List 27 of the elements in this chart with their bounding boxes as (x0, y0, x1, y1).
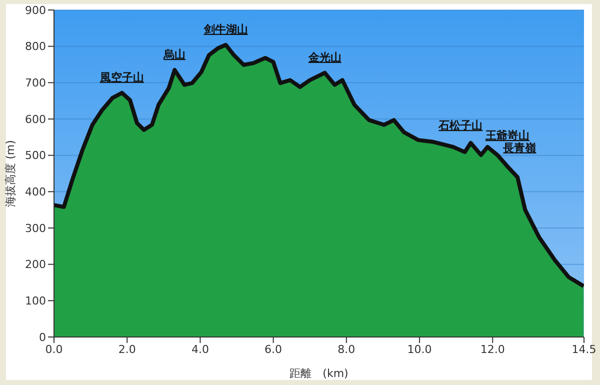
annotation: 長青嶺 (502, 141, 538, 154)
annotation: 剑牛湖山 (202, 22, 248, 36)
x-tick-label: 12.0 (480, 342, 505, 356)
y-tick-label: 200 (25, 258, 46, 272)
y-tick-label: 300 (25, 222, 46, 235)
y-tick-label: 900 (25, 4, 46, 17)
annotation: 王爺嵜山 (484, 128, 530, 142)
y-tick-label: 400 (25, 186, 46, 199)
annotation: 金光山 (307, 50, 342, 64)
y-tick-label: 600 (25, 112, 46, 126)
x-axis-title: 距離 (km) (290, 367, 348, 380)
x-tick-label: 2.0 (118, 342, 136, 356)
x-tick-label: 10.0 (407, 342, 432, 356)
x-tick-label: 6.0 (264, 342, 282, 356)
x-tick-label: 0.0 (45, 342, 63, 356)
y-tick-label: 100 (25, 294, 46, 308)
y-tick-label: 800 (25, 40, 46, 54)
y-tick-label: 0 (39, 330, 46, 344)
x-tick-label: 8.0 (338, 342, 356, 356)
annotation: 烏山 (162, 48, 186, 61)
y-tick-label: 700 (25, 76, 46, 90)
y-axis-title: 海拔高度 (m) (4, 140, 17, 207)
annotation: 風空子山 (98, 70, 144, 84)
annotation: 石松子山 (438, 118, 483, 132)
y-tick-label: 500 (25, 149, 46, 162)
x-tick-label: 4.0 (191, 342, 209, 356)
x-tick-label: 14.5 (572, 342, 596, 356)
